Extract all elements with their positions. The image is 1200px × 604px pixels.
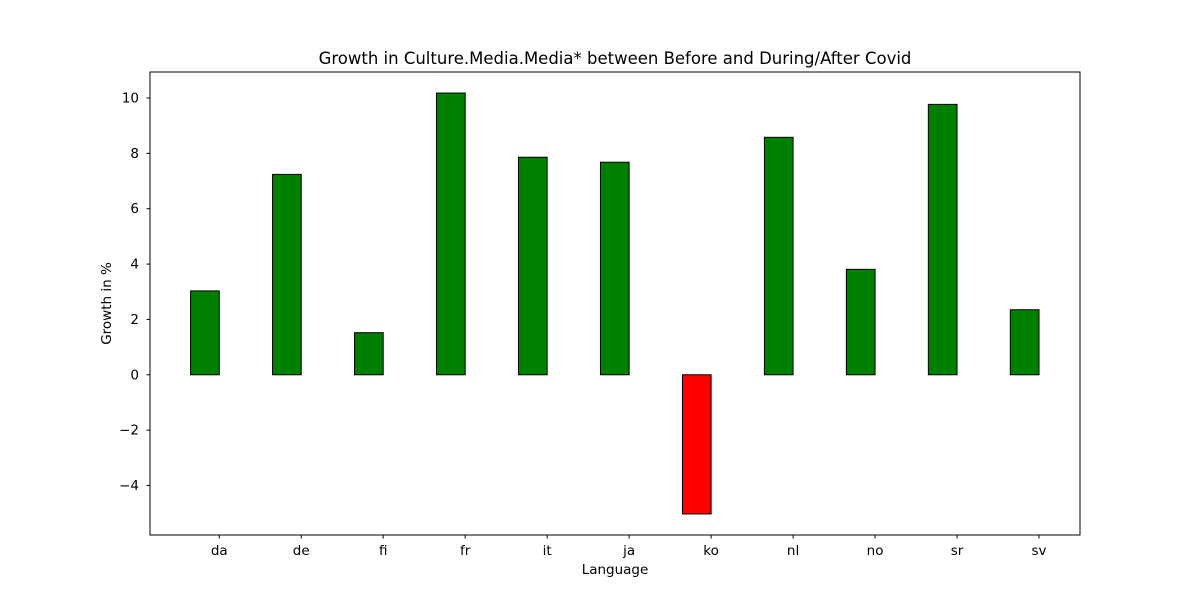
x-tick-label: it (543, 543, 552, 559)
bar-fr (436, 92, 466, 376)
chart-title: Growth in Culture.Media.Media* between B… (319, 49, 912, 68)
y-axis-ticks: −4 −2 0 2 4 6 8 10 (119, 91, 150, 494)
x-tick-label: fi (379, 543, 388, 559)
bar-da (190, 290, 220, 376)
bar-it (517, 156, 548, 376)
y-tick-label: −4 (119, 478, 139, 494)
y-tick-label: 10 (122, 91, 139, 107)
y-tick-label: 8 (130, 146, 139, 162)
x-tick-label: ko (703, 543, 719, 559)
bar-no (845, 268, 876, 376)
y-tick-label: 4 (130, 257, 139, 273)
bars (190, 92, 1040, 515)
x-tick-label: no (867, 543, 884, 559)
x-tick-label: da (211, 543, 228, 559)
x-tick-label: fr (460, 543, 471, 559)
bar-ko (681, 374, 712, 515)
bar-fi (354, 332, 384, 376)
bar-nl (763, 136, 794, 376)
x-axis-ticks: da de fi fr it ja ko nl no sr sv (211, 535, 1047, 559)
bar-ja (599, 161, 630, 376)
x-tick-label: sr (951, 543, 964, 559)
plot-area-frame (149, 71, 1081, 536)
y-tick-label: 6 (130, 201, 139, 217)
x-tick-label: nl (787, 543, 799, 559)
x-tick-label: ja (622, 543, 635, 559)
y-tick-label: 2 (130, 312, 139, 328)
bar-sv (1009, 309, 1040, 376)
y-axis-label: Growth in % (99, 262, 115, 345)
y-tick-label: −2 (119, 423, 139, 439)
x-tick-label: de (293, 543, 310, 559)
x-axis-label: Language (582, 562, 649, 578)
bar-sr (927, 103, 958, 376)
x-tick-label: sv (1031, 543, 1046, 559)
bar-de (272, 173, 302, 376)
y-tick-label: 0 (130, 367, 139, 383)
